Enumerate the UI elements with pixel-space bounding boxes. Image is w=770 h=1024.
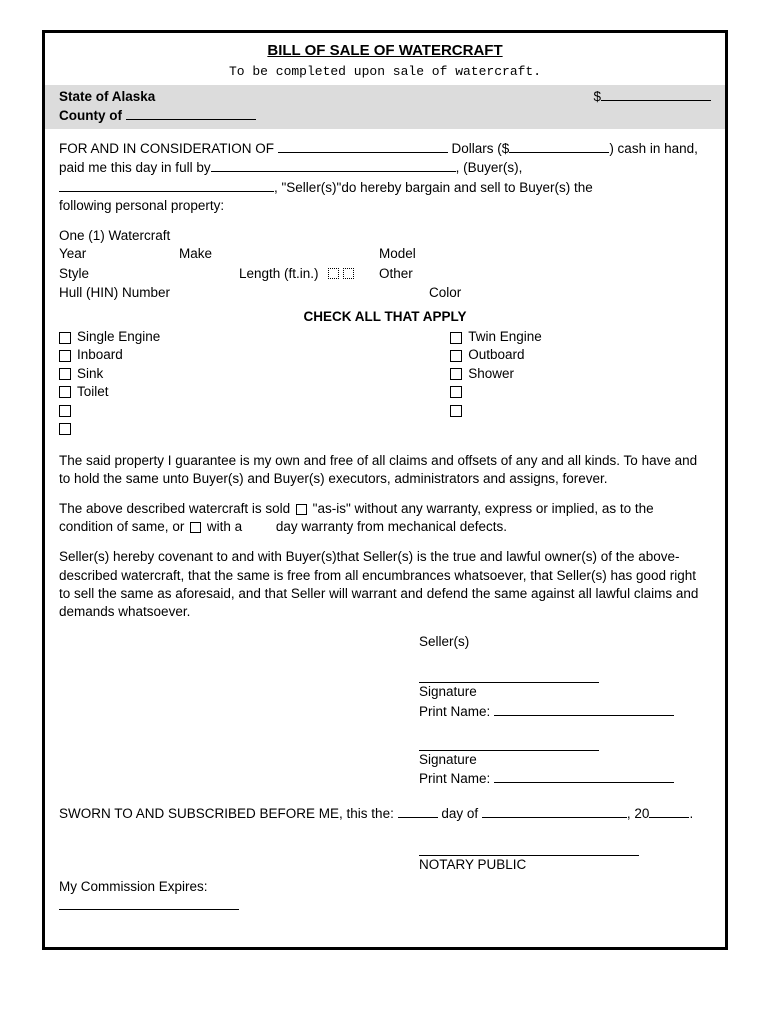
state-label: State of Alaska [59,88,155,106]
sellers-label: Seller(s) [419,633,711,651]
spec-hull: Hull (HIN) Number [59,284,429,302]
header-shaded: State of Alaska $ County of [45,85,725,129]
sworn-line: SWORN TO AND SUBSCRIBED BEFORE ME, this … [59,804,711,823]
cons-text-1a: FOR AND IN CONSIDERATION OF [59,141,274,156]
cons-text-3a: , "Seller(s)"do hereby bargain and sell … [274,180,593,195]
cb-left-blank-2[interactable] [59,423,71,435]
signature-label-2: Signature [419,751,711,769]
warranty-b: "as-is" without any warranty, express or… [313,501,631,516]
lbl-inboard: Inboard [77,347,123,362]
lbl-twin-engine: Twin Engine [468,329,542,344]
lbl-single-engine: Single Engine [77,329,160,344]
form-frame: BILL OF SALE OF WATERCRAFT To be complet… [42,30,728,950]
warranty-d: with a [207,519,242,534]
form-subtitle: To be completed upon sale of watercraft. [59,63,711,81]
lbl-sink: Sink [77,366,103,381]
cons-text-4: following personal property: [59,198,224,213]
warranty-a: The above described watercraft is sold [59,501,290,516]
sworn-year-blank[interactable] [649,804,689,818]
covenant-para: Seller(s) hereby covenant to and with Bu… [59,548,711,621]
spec-model: Model [379,245,416,263]
spec-make: Make [179,245,379,263]
length-check-2[interactable] [343,268,354,279]
spec-length: Length (ft.in.) [239,266,319,281]
cb-twin-engine[interactable] [450,332,462,344]
cons-blank-4[interactable] [59,178,274,192]
lbl-toilet: Toilet [77,384,109,399]
lbl-shower: Shower [468,366,514,381]
cons-text-1c: ) cash in hand, [609,141,698,156]
commission-section: My Commission Expires: [59,878,711,915]
guarantee-para: The said property I guarantee is my own … [59,452,711,488]
cb-sink[interactable] [59,368,71,380]
spec-other: Other [379,265,413,283]
cb-left-blank-1[interactable] [59,405,71,417]
print-name-label-1: Print Name: [419,704,490,719]
warranty-e: day warranty from mechanical defects. [276,519,507,534]
specs-section: One (1) Watercraft Year Make Model Style… [59,227,711,302]
cb-shower[interactable] [450,368,462,380]
cons-text-1b: Dollars ($ [452,141,510,156]
county-label: County of [59,108,122,123]
notary-label: NOTARY PUBLIC [419,856,711,874]
spec-color: Color [429,284,461,302]
spec-item: One (1) Watercraft [59,227,711,245]
print-name-label-2: Print Name: [419,771,490,786]
cons-text-2a: paid me this day in full by [59,160,211,175]
currency-label: $ [593,89,601,104]
lbl-outboard: Outboard [468,347,524,362]
sworn-a: SWORN TO AND SUBSCRIBED BEFORE ME, this … [59,806,394,821]
cb-with-warranty[interactable] [190,522,201,533]
cb-outboard[interactable] [450,350,462,362]
form-title: BILL OF SALE OF WATERCRAFT [59,41,711,61]
sworn-b: day of [441,806,478,821]
cb-single-engine[interactable] [59,332,71,344]
cb-inboard[interactable] [59,350,71,362]
cb-toilet[interactable] [59,386,71,398]
cb-right-blank-1[interactable] [450,386,462,398]
sig-line-1[interactable] [419,669,599,683]
spec-style: Style [59,265,239,283]
amount-blank[interactable] [601,87,711,101]
commission-label: My Commission Expires: [59,878,711,896]
sworn-day-blank[interactable] [398,804,438,818]
signature-label-1: Signature [419,683,711,701]
notary-sig-line[interactable] [419,842,639,856]
sworn-d: . [689,806,693,821]
check-columns: Single Engine Inboard Sink Toilet Twin E… [59,328,711,437]
cons-blank-1[interactable] [278,139,448,153]
print-name-blank-2[interactable] [494,769,674,783]
sig-line-2[interactable] [419,737,599,751]
warranty-para: The above described watercraft is sold "… [59,500,711,536]
county-blank[interactable] [126,106,256,120]
sworn-month-blank[interactable] [482,804,627,818]
cons-blank-2[interactable] [509,139,609,153]
check-heading: CHECK ALL THAT APPLY [59,308,711,326]
cons-blank-3[interactable] [211,158,456,172]
sworn-c: , 20 [627,806,650,821]
length-check-1[interactable] [328,268,339,279]
spec-year: Year [59,245,179,263]
signature-section: Seller(s) Signature Print Name: Signatur… [59,633,711,788]
print-name-blank-1[interactable] [494,702,674,716]
commission-blank[interactable] [59,896,239,910]
cb-asis[interactable] [296,504,307,515]
consideration-para: FOR AND IN CONSIDERATION OF Dollars ($ ) … [59,139,711,215]
cb-right-blank-2[interactable] [450,405,462,417]
cons-text-2b: , (Buyer(s), [456,160,523,175]
